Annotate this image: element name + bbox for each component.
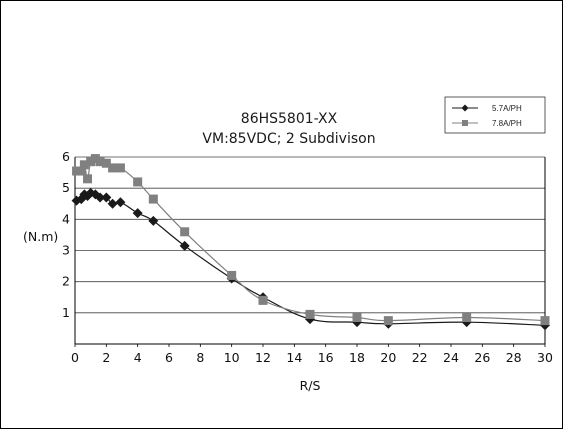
data-point-diamond	[107, 198, 118, 209]
data-point-diamond	[115, 197, 126, 208]
data-point-square	[148, 194, 158, 204]
x-tick-label: 22	[412, 350, 428, 365]
x-axis-ticks: 0 2 4 6 8 10 12 14 16 18 20 22 24 26 28 30	[71, 350, 553, 365]
x-tick-label: 6	[165, 350, 173, 365]
data-point-square	[227, 270, 237, 280]
data-point-diamond	[148, 215, 159, 226]
data-point-square	[83, 174, 93, 184]
data-point-diamond	[132, 208, 143, 219]
x-tick-label: 0	[71, 350, 79, 365]
series-2	[72, 154, 550, 326]
data-point-diamond	[179, 240, 190, 251]
data-point-square	[86, 157, 96, 167]
y-tick-label: 4	[62, 211, 70, 226]
legend-item: 5.7A/PH	[452, 104, 522, 113]
series-layer	[71, 154, 550, 331]
y-tick-label: 3	[62, 243, 70, 258]
data-point-square	[462, 313, 472, 323]
data-point-square	[108, 163, 118, 173]
chart-title: 86HS5801-XX	[241, 111, 338, 127]
data-point-square	[95, 157, 105, 167]
data-point-square	[72, 166, 82, 176]
x-tick-label: 16	[318, 350, 334, 365]
data-point-square	[76, 166, 86, 176]
data-point-square	[352, 313, 362, 323]
gridlines	[75, 156, 545, 314]
x-tick-label: 20	[380, 350, 396, 365]
legend-label: 5.7A/PH	[492, 104, 522, 113]
x-tick-label: 8	[196, 350, 204, 365]
data-point-square	[305, 309, 315, 319]
data-point-square	[383, 316, 393, 326]
legend-marker-diamond	[461, 104, 469, 112]
x-axis-label: R/S	[300, 378, 321, 393]
x-tick-label: 4	[134, 350, 142, 365]
y-axis-label: (N.m)	[23, 229, 58, 244]
data-point-square	[258, 295, 268, 305]
data-point-square	[90, 154, 100, 164]
x-tick-label: 10	[224, 350, 240, 365]
y-tick-label: 6	[62, 149, 70, 164]
y-tick-label: 1	[62, 305, 70, 320]
chart-subtitle: VM:85VDC; 2 Subdivison	[202, 131, 375, 147]
x-tick-label: 24	[443, 350, 459, 365]
legend-items: 5.7A/PH 7.8A/PH	[452, 104, 522, 128]
x-tick-label: 28	[506, 350, 522, 365]
data-point-square	[115, 163, 125, 173]
data-point-square	[101, 158, 111, 168]
x-tick-label: 12	[255, 350, 271, 365]
x-tick-label: 26	[474, 350, 490, 365]
y-tick-label: 2	[62, 274, 70, 289]
data-point-diamond	[101, 192, 112, 203]
y-axis-ticks: 1 2 3 4 5 6	[62, 149, 70, 320]
legend-box	[444, 96, 546, 134]
legend-item: 7.8A/PH	[452, 119, 522, 128]
legend-label: 7.8A/PH	[492, 119, 522, 128]
data-point-square	[133, 177, 143, 187]
legend-marker-square	[462, 120, 468, 126]
x-tick-label: 2	[102, 350, 110, 365]
x-tick-label: 14	[286, 350, 302, 365]
x-tick-label: 18	[349, 350, 365, 365]
data-point-square	[180, 227, 190, 237]
axes	[74, 157, 546, 347]
legend: 5.7A/PH 7.8A/PH	[444, 96, 546, 134]
x-tick-label: 30	[537, 350, 553, 365]
data-point-square	[540, 316, 550, 326]
data-point-diamond	[95, 192, 106, 203]
y-tick-label: 5	[62, 180, 70, 195]
data-point-square	[79, 160, 89, 170]
